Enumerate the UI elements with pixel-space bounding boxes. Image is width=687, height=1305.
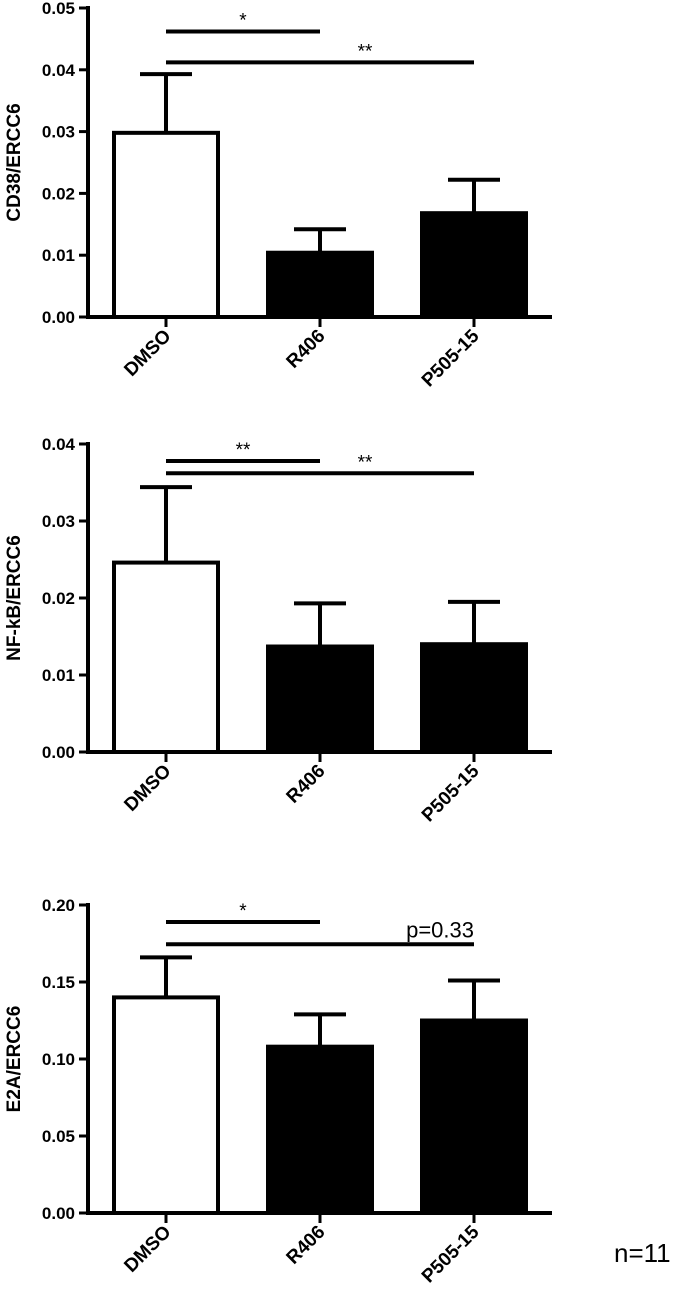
y-axis-title: CD38/ERCC6: [4, 103, 25, 221]
chart-panel-2: 0.00 0.01 0.02 0.03 0.04 DMSO R406 P505-15 NF-kB…: [4, 435, 552, 826]
y-tick-label: 0.05: [42, 0, 75, 18]
y-tick-label: 0.02: [42, 184, 75, 203]
significance-label: *: [239, 901, 247, 922]
chart-panel-1: 0.00 0.01 0.02 0.03 0.04 0.05 DMSO R406 P505-15 C…: [4, 0, 552, 391]
y-axis-title: E2A/ERCC6: [4, 1006, 25, 1113]
x-tick-label-p505-15: P505-15: [418, 1221, 484, 1287]
x-tick-label-p505-15: P505-15: [418, 760, 484, 826]
chart-panel-3: 0.00 0.05 0.10 0.15 0.20 DMSO R406 P505-15 E2A/E…: [4, 896, 552, 1287]
bar-dmso: [112, 130, 220, 319]
y-axis-title: NF-kB/ERCC6: [4, 535, 25, 661]
x-tick-label-dmso: DMSO: [120, 761, 175, 816]
x-tick-label-p505-15: P505-15: [418, 325, 484, 391]
y-tick-label: 0.03: [42, 123, 75, 142]
bar-dmso: [112, 995, 220, 1216]
x-tick-label-r406: R406: [283, 1222, 330, 1269]
y-tick-label: 0.02: [42, 589, 75, 608]
x-tick-label-dmso: DMSO: [120, 326, 175, 381]
significance-label: p=0.33: [406, 917, 474, 942]
y-tick-label: 0.10: [42, 1050, 75, 1069]
bar-r406: [266, 1044, 374, 1216]
x-tick-label-r406: R406: [283, 761, 330, 808]
bar-p505-15: [420, 1018, 528, 1215]
significance-label: *: [239, 10, 247, 31]
significance-label: **: [358, 41, 373, 62]
y-tick-label: 0.05: [42, 1127, 75, 1146]
y-tick-label: 0.15: [42, 973, 75, 992]
bar-dmso: [112, 560, 220, 755]
y-tick-label: 0.00: [42, 1204, 75, 1223]
sample-size-label: n=11: [614, 1238, 671, 1268]
significance-label: **: [358, 452, 373, 473]
y-tick-label: 0.04: [42, 435, 76, 454]
x-tick-label-r406: R406: [283, 326, 330, 373]
y-tick-label: 0.00: [42, 308, 75, 327]
bar-p505-15: [420, 211, 528, 319]
bar-r406: [266, 250, 374, 319]
y-tick-label: 0.00: [42, 743, 75, 762]
bar-r406: [266, 644, 374, 755]
y-tick-label: 0.01: [42, 666, 75, 685]
bar-p505-15: [420, 642, 528, 755]
y-tick-label: 0.20: [42, 896, 75, 915]
y-tick-label: 0.04: [42, 61, 76, 80]
y-tick-label: 0.01: [42, 246, 75, 265]
y-tick-label: 0.03: [42, 512, 75, 531]
significance-label: **: [236, 440, 251, 461]
x-tick-label-dmso: DMSO: [120, 1222, 175, 1277]
